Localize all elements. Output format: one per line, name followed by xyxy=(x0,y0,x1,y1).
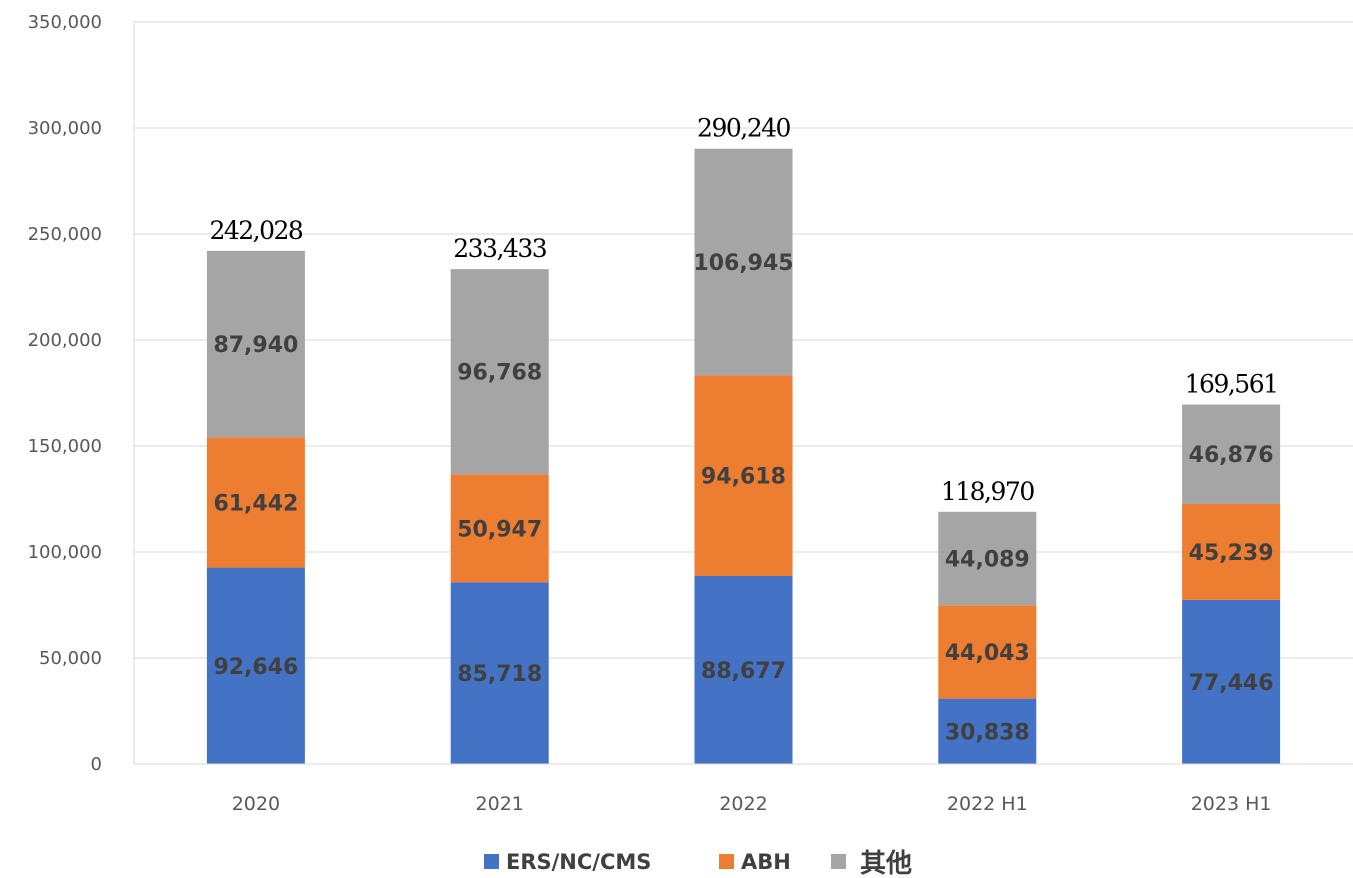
x-tick-label: 2021 xyxy=(476,793,524,815)
bar-segment xyxy=(694,148,793,376)
y-tick-label: 350,000 xyxy=(28,12,102,33)
legend-label: ABH xyxy=(741,850,791,874)
y-tick-label: 200,000 xyxy=(28,330,102,351)
data-label: 87,940 xyxy=(213,333,298,358)
bar-segment xyxy=(1182,503,1281,600)
total-label: 118,970 xyxy=(941,477,1034,506)
bar-segment xyxy=(206,250,305,438)
y-tick-label: 0 xyxy=(91,754,102,775)
data-label: 94,618 xyxy=(701,465,786,490)
data-label: 46,876 xyxy=(1189,443,1274,468)
y-tick-label: 300,000 xyxy=(28,118,102,139)
bar-segment xyxy=(938,605,1037,699)
data-label: 45,239 xyxy=(1189,541,1274,566)
bar-segment xyxy=(938,698,1037,764)
bar-segment xyxy=(938,511,1037,606)
legend-label: 其他 xyxy=(860,849,912,878)
data-label: 61,442 xyxy=(213,491,298,516)
data-label: 92,646 xyxy=(213,655,298,680)
bar-segment xyxy=(694,576,793,764)
y-tick-label: 100,000 xyxy=(28,542,102,563)
bar-segment xyxy=(206,437,305,568)
x-tick-label: 2022 H1 xyxy=(947,793,1028,815)
y-axis: 0 50,000 100,000 150,000 200,000 250,000 300,0… xyxy=(28,12,135,775)
bar-segment xyxy=(694,375,793,577)
data-label: 96,768 xyxy=(457,361,542,386)
bar-segment xyxy=(206,567,305,764)
data-label: 44,089 xyxy=(945,548,1030,573)
bar-segment xyxy=(450,474,549,583)
x-axis: 2020 2021 2022 2022 H1 2023 H1 xyxy=(134,763,1353,815)
total-label: 169,561 xyxy=(1185,370,1278,399)
data-label: 30,838 xyxy=(945,720,1030,745)
total-label: 233,433 xyxy=(453,234,546,263)
data-label: 88,677 xyxy=(701,659,786,684)
bar-segment xyxy=(450,269,549,475)
data-label: 44,043 xyxy=(945,641,1030,666)
data-label: 106,945 xyxy=(693,251,793,276)
y-tick-label: 250,000 xyxy=(28,224,102,245)
bar-segment xyxy=(1182,599,1281,764)
x-tick-label: 2023 H1 xyxy=(1191,793,1272,815)
data-label: 50,947 xyxy=(457,517,542,542)
x-tick-label: 2022 xyxy=(719,793,767,815)
legend-swatch xyxy=(719,854,734,869)
bars: 92,646 61,442 87,940 242,028 85,718 50,947 96,… xyxy=(206,114,1281,764)
bar-segment xyxy=(1182,404,1281,504)
y-tick-label: 50,000 xyxy=(39,648,102,669)
legend-label: ERS/NC/CMS xyxy=(506,850,651,874)
legend-swatch xyxy=(484,854,499,869)
legend: ERS/NC/CMS ABH 其他 xyxy=(484,849,912,878)
data-label: 85,718 xyxy=(457,662,542,687)
total-label: 290,240 xyxy=(697,114,790,143)
bar-segment xyxy=(450,582,549,764)
legend-swatch xyxy=(831,854,846,869)
y-tick-label: 150,000 xyxy=(28,436,102,457)
x-tick-label: 2020 xyxy=(232,793,280,815)
data-label: 77,446 xyxy=(1189,671,1274,696)
total-label: 242,028 xyxy=(209,216,302,245)
